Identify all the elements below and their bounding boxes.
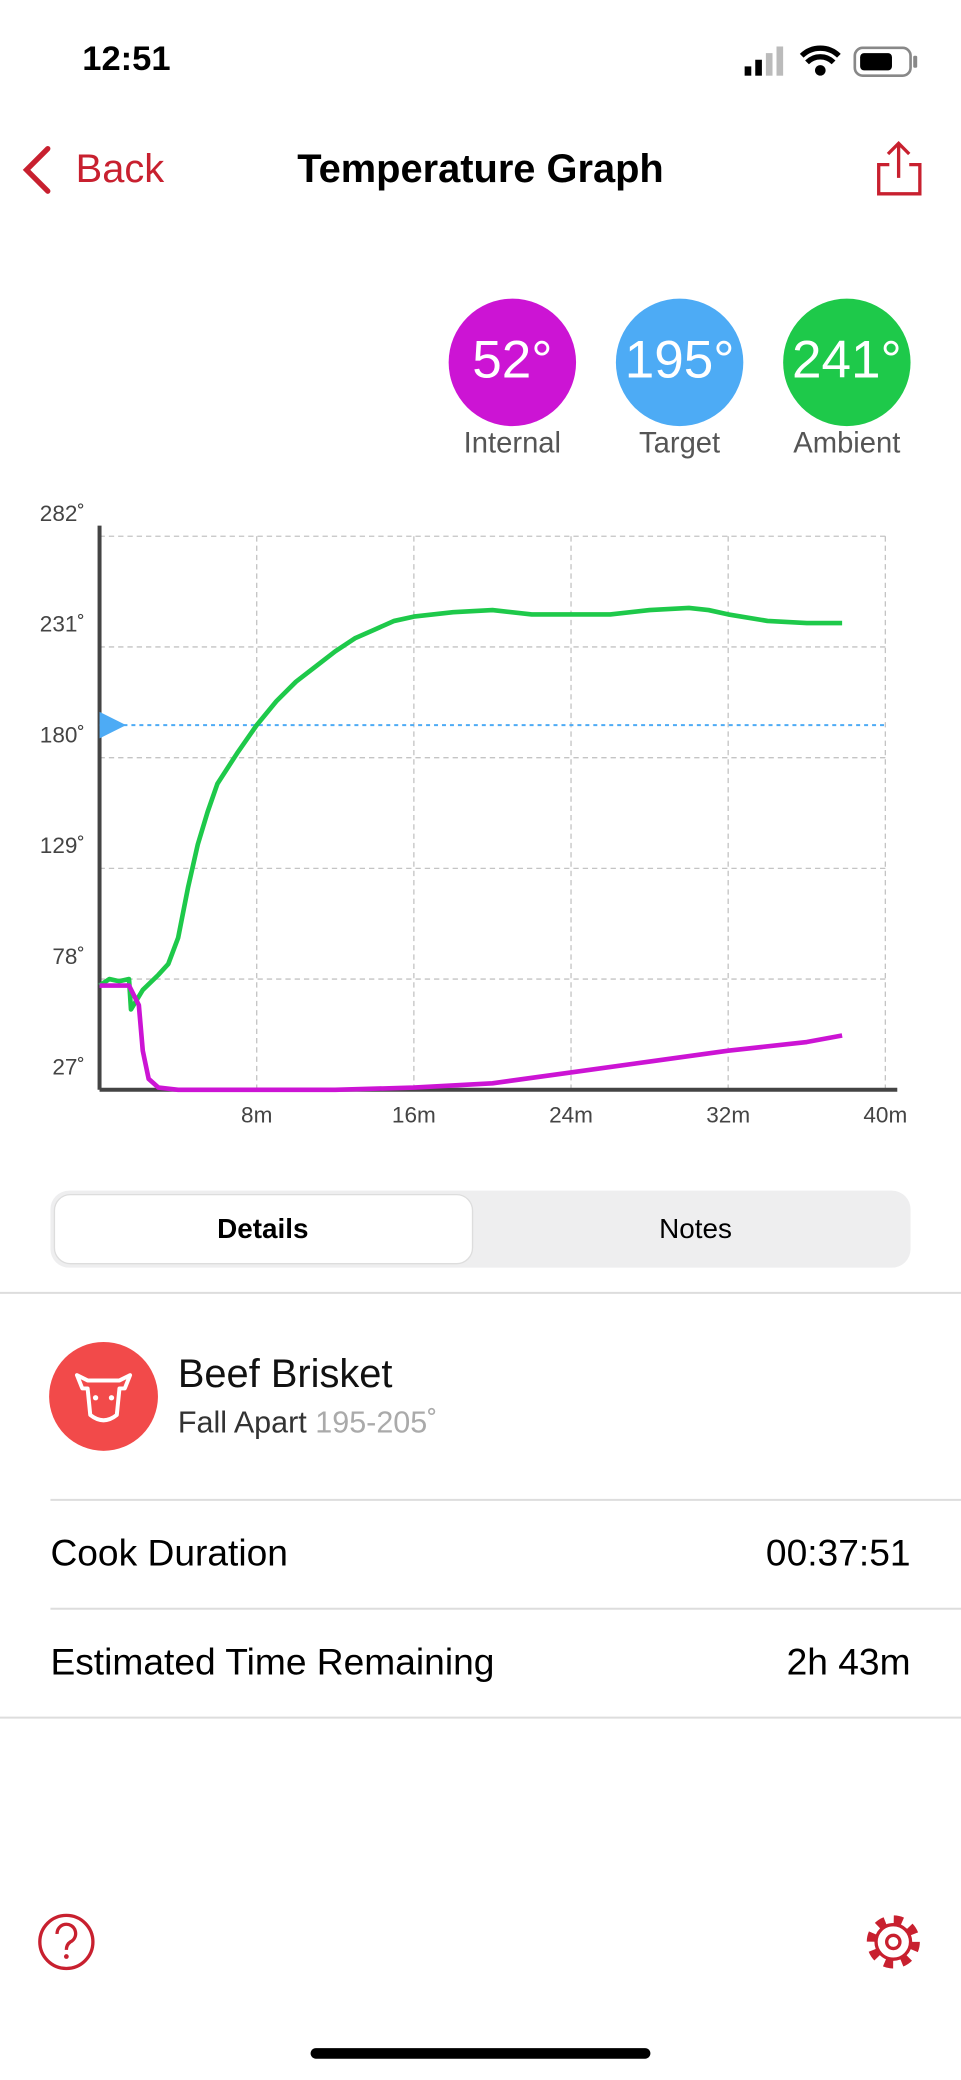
series-line [98,605,843,1012]
doneness-range: 195-205˚ [315,1405,437,1439]
settings-button[interactable] [866,1915,920,1969]
x-tick-label: 24m [549,1102,593,1127]
recipe-doneness: Fall Apart 195-205˚ [178,1405,438,1439]
reading-badge [783,298,911,427]
recipe-icon [49,1341,158,1451]
reading-value: 241° [792,331,902,390]
reading-badge [448,298,577,427]
status-icons [744,45,918,78]
doneness: Fall Apart [178,1405,307,1439]
y-tick-label: 231˚ [40,612,85,637]
x-tick-label: 40m [863,1102,907,1127]
detail-value: 2h 43m [787,1640,911,1682]
y-tick-label: 129˚ [40,833,85,858]
x-tick-label: 8m [241,1102,272,1127]
tab-selected[interactable] [53,1193,474,1265]
back-label[interactable]: Back [76,147,165,191]
y-tick-label: 282˚ [40,501,85,526]
target-marker [99,711,127,739]
y-tick-label: 180˚ [40,722,85,747]
y-tick-label: 78˚ [52,944,85,969]
reading-label: Target [639,427,720,459]
x-tick-label: 16m [392,1102,436,1127]
detail-label: Cook Duration [50,1531,288,1573]
reading-label: Internal [464,427,561,459]
status-time: 12:51 [82,40,170,78]
reading-value: 195° [625,331,735,390]
tab[interactable]: Notes [659,1213,732,1244]
tab[interactable]: Details [217,1213,308,1244]
home-indicator [310,2048,651,2059]
screen-title: Temperature Graph [297,147,664,191]
detail-label: Estimated Time Remaining [50,1640,494,1682]
x-tick-label: 32m [706,1102,750,1127]
readings: 52° Internal 195° Target 241° Ambient [448,298,911,459]
reading-value: 52° [472,331,552,390]
share-button[interactable] [877,141,922,196]
recipe-name: Beef Brisket [178,1352,393,1396]
series-line [99,983,843,1093]
y-tick-label: 27˚ [52,1054,85,1079]
chart: 27˚ 78˚ 129˚ 180˚ 231˚ 282˚ 8m 16m 24m 32m 40m [40,501,907,1127]
detail-value: 00:37:51 [766,1531,911,1573]
back-button[interactable]: Back [22,146,165,194]
reading-badge [615,298,744,427]
help-button[interactable] [38,1913,95,1971]
reading-label: Ambient [793,427,900,459]
